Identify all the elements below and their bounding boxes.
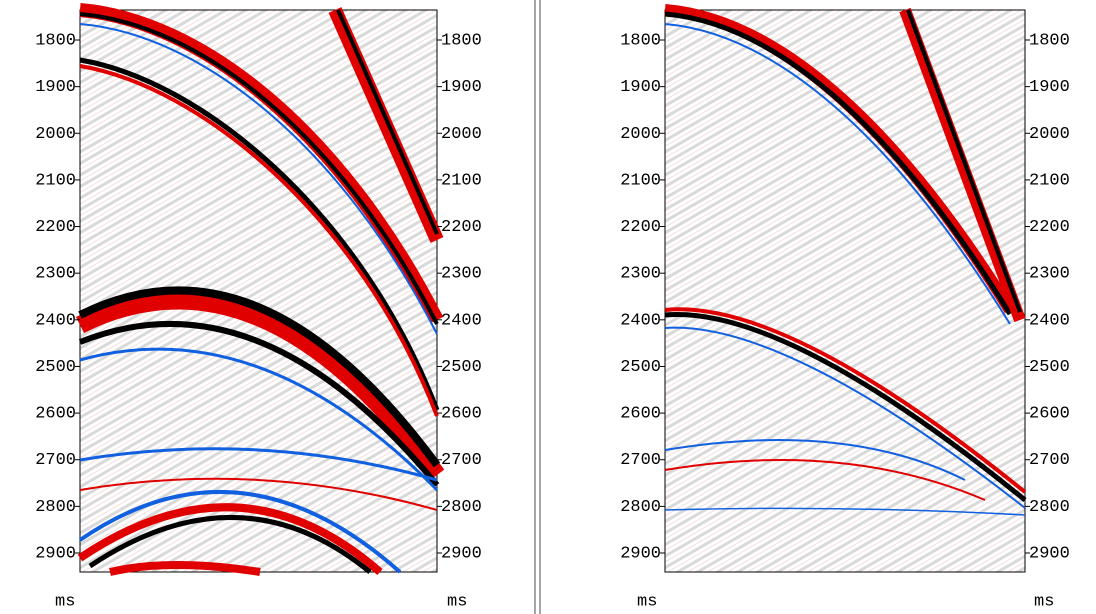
event [664,507,1026,516]
tick-label: 1800 [620,31,661,50]
tick-label: 2900 [620,544,661,563]
axis-unit: ms [637,592,657,611]
tick-label: 2800 [441,498,482,517]
tick-label: 2800 [35,498,76,517]
event [664,11,1013,316]
event [664,312,1027,502]
tick-label: 2800 [1029,498,1070,517]
seismic-events [664,4,1027,516]
tick-label: 1900 [1029,78,1070,97]
event [79,57,440,411]
tick-label: 2200 [35,218,76,237]
tick-label: 2500 [1029,358,1070,377]
tick-label: 2700 [1029,451,1070,470]
event [79,12,439,325]
event [664,307,1027,494]
seismic-panel-left [75,3,445,576]
tick-label: 2700 [620,451,661,470]
seismic-events [75,3,445,576]
tick-label: 1900 [35,78,76,97]
tick-label: 1800 [441,31,482,50]
event [78,286,441,468]
event [77,503,383,576]
event [664,23,1011,325]
tick-label: 2700 [441,451,482,470]
tick-label: 1900 [620,78,661,97]
tick-label: 2000 [441,125,482,144]
tick-label: 2600 [1029,405,1070,424]
event [79,447,438,482]
seismic-panel-right [664,4,1027,573]
event [75,291,445,481]
tick-label: 2400 [441,311,482,330]
event [906,9,1022,313]
event [899,7,1026,323]
tick-label: 2200 [1029,218,1070,237]
axis-unit: ms [55,592,75,611]
tick-label: 2000 [35,125,76,144]
tick-label: 2600 [620,405,661,424]
tick-label: 2900 [35,544,76,563]
tick-label: 1800 [35,31,76,50]
tick-label: 2800 [620,498,661,517]
event [79,477,438,511]
tick-label: 2100 [441,171,482,190]
event [78,321,440,487]
tick-label: 2900 [1029,544,1070,563]
event [664,459,986,501]
event [79,23,438,335]
tick-label: 2200 [441,218,482,237]
tick-label: 2100 [1029,171,1070,190]
tick-label: 2500 [441,358,482,377]
event [88,514,372,574]
event [109,561,261,576]
tick-label: 2400 [35,311,76,330]
tick-label: 2400 [1029,311,1070,330]
axis-unit: ms [447,592,467,611]
tick-label: 2600 [441,405,482,424]
tick-label: 2500 [620,358,661,377]
event [664,326,1026,509]
tick-label: 2500 [35,358,76,377]
tick-label: 2100 [35,171,76,190]
tick-label: 2000 [620,125,661,144]
tick-label: 2900 [441,544,482,563]
event [664,439,966,481]
tick-label: 2600 [35,405,76,424]
tick-label: 1900 [441,78,482,97]
tick-label: 2400 [620,311,661,330]
event [79,347,439,492]
tick-label: 2700 [35,451,76,470]
tick-label: 2300 [35,265,76,284]
event [78,490,402,574]
tick-label: 2300 [1029,265,1070,284]
tick-label: 1800 [1029,31,1070,50]
tick-label: 2300 [441,265,482,284]
tick-label: 2200 [620,218,661,237]
tick-label: 2300 [620,265,661,284]
tick-label: 2100 [620,171,661,190]
axis-unit: ms [1034,592,1054,611]
event [328,7,444,243]
event [336,9,439,235]
event [79,64,439,417]
tick-label: 2000 [1029,125,1070,144]
